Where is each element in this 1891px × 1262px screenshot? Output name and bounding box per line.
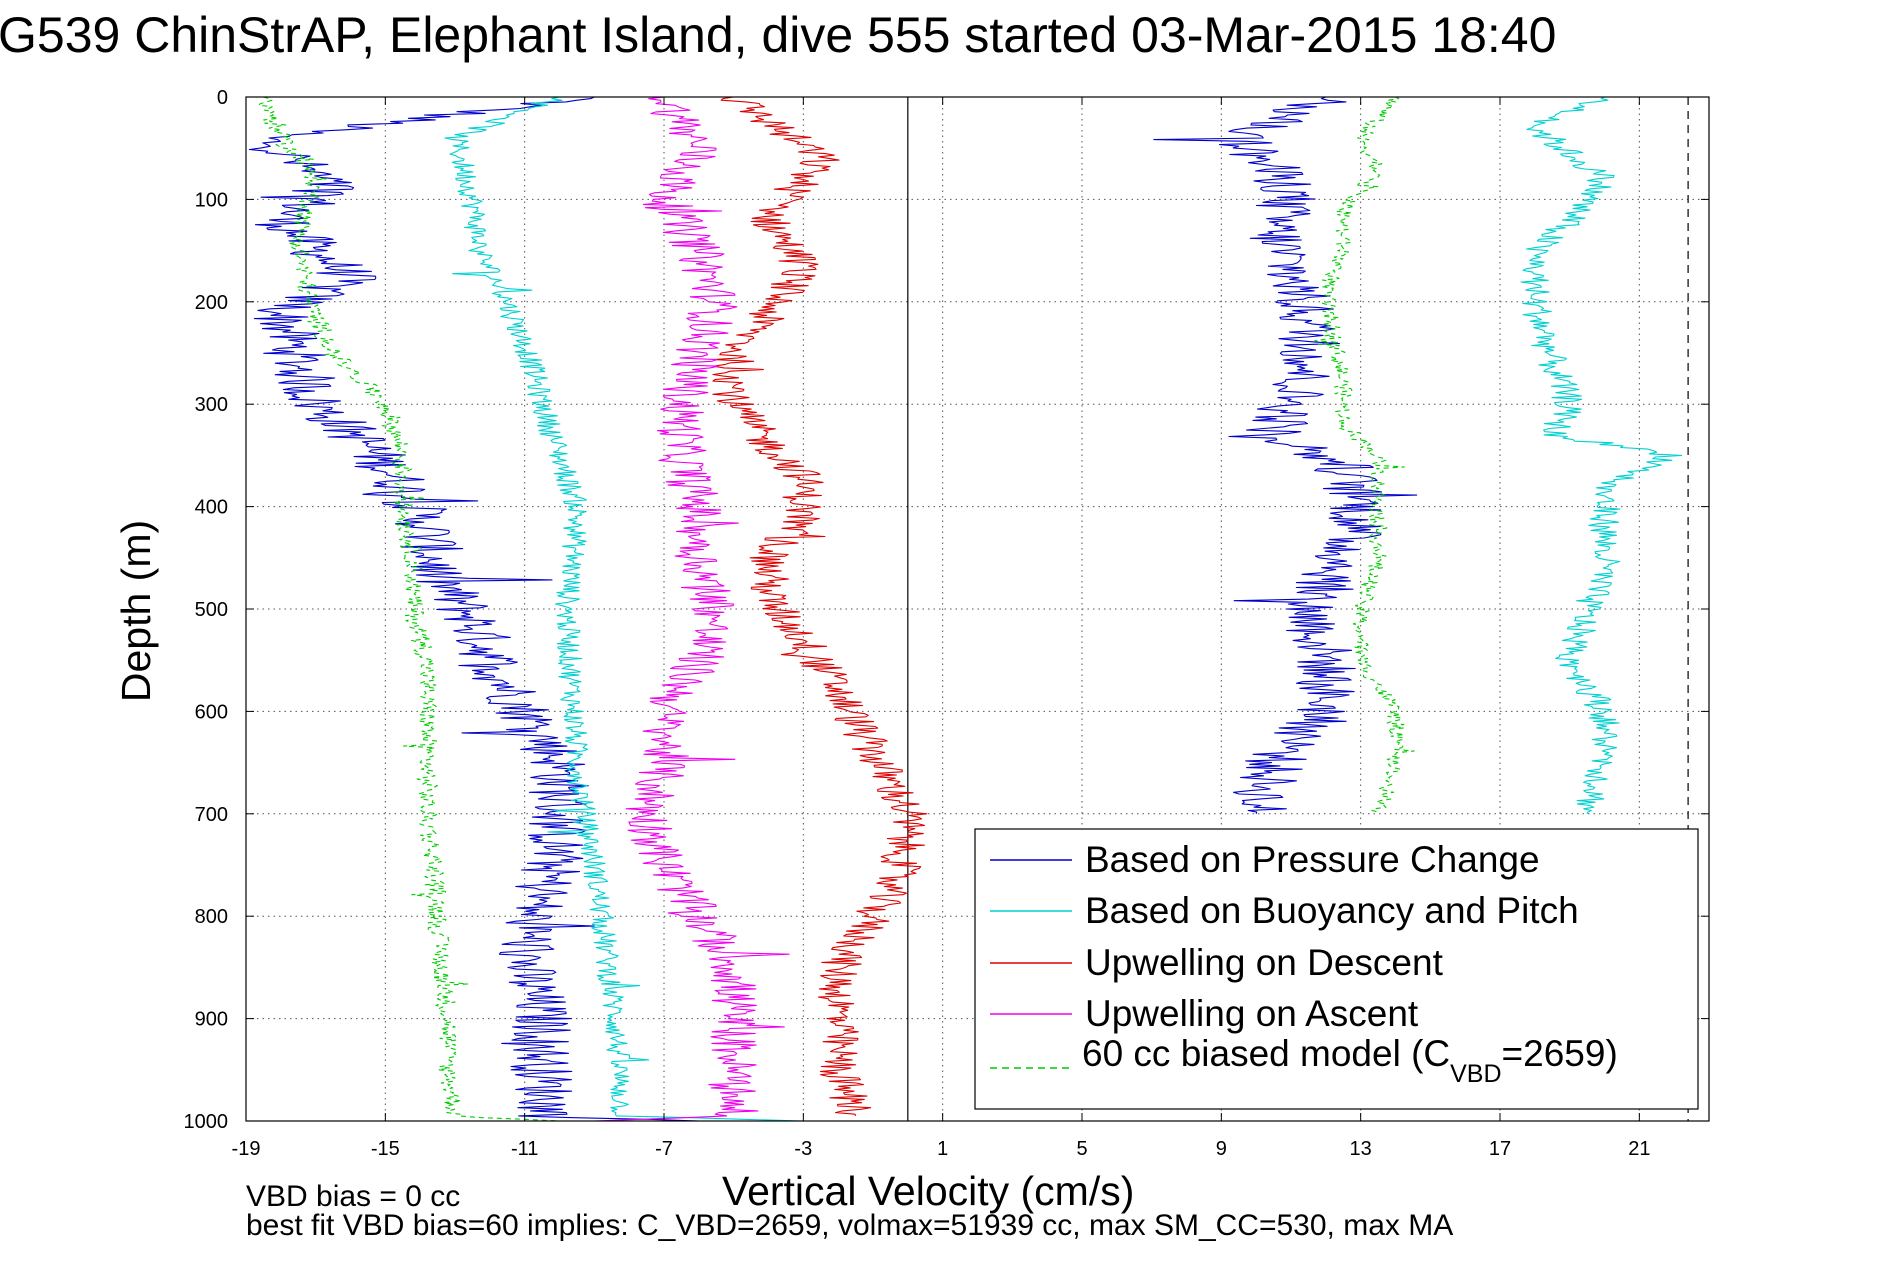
y-tick-label: 300 <box>195 394 228 416</box>
y-tick-label: 800 <box>195 906 228 928</box>
series-line-5 <box>1153 96 1418 814</box>
y-tick-label: 900 <box>195 1009 228 1031</box>
series-line-2 <box>712 96 928 1117</box>
x-tick-label: -19 <box>232 1138 261 1160</box>
series-line-7 <box>1314 96 1415 814</box>
y-tick-label: 1000 <box>184 1111 229 1133</box>
series-line-1 <box>444 96 804 1122</box>
y-tick-label: 700 <box>195 804 228 826</box>
x-tick-label: 1 <box>937 1138 948 1160</box>
legend-label-model-tail: =2659) <box>1502 1033 1618 1074</box>
y-axis-label: Depth (m) <box>113 520 159 702</box>
x-axis-label: Vertical Velocity (cm/s) <box>722 1168 1134 1214</box>
y-tick-label: 600 <box>195 701 228 723</box>
y-ticks: 0 100 200 300 400 500 600 700 800 900 1000 <box>184 87 1709 1133</box>
legend-label-model-main: 60 cc biased model (C <box>1082 1033 1450 1074</box>
x-ticks: -19 -15 -11 -7 -3 1 5 9 13 17 21 <box>232 97 1650 1160</box>
y-tick-label: 100 <box>195 189 228 211</box>
series-line-3 <box>594 96 790 1122</box>
y-tick-label: 0 <box>217 87 228 109</box>
series-line-4 <box>258 96 560 1122</box>
x-tick-label: 17 <box>1489 1138 1511 1160</box>
x-tick-label: 13 <box>1350 1138 1372 1160</box>
x-tick-label: -3 <box>794 1138 812 1160</box>
legend-label-buoyancy: Based on Buoyancy and Pitch <box>1085 890 1579 931</box>
legend-label-model: 60 cc biased model (CVBD=2659) <box>1082 1033 1618 1088</box>
legend-label-descent: Upwelling on Descent <box>1085 942 1444 983</box>
x-tick-label: 21 <box>1628 1138 1650 1160</box>
series-line-6 <box>1520 96 1683 814</box>
x-tick-label: -7 <box>655 1138 673 1160</box>
series-line-0 <box>248 96 699 1122</box>
x-tick-label: 9 <box>1216 1138 1227 1160</box>
x-tick-label: 5 <box>1076 1138 1087 1160</box>
legend-label-pressure: Based on Pressure Change <box>1085 839 1540 880</box>
legend-label-model-sub: VBD <box>1450 1060 1501 1088</box>
y-tick-label: 200 <box>195 292 228 314</box>
series-group <box>248 96 1683 1122</box>
x-tick-label: -15 <box>371 1138 400 1160</box>
note-vbd-bias: VBD bias = 0 cc <box>246 1180 460 1213</box>
legend-box <box>974 828 1699 1110</box>
x-tick-label: -11 <box>511 1138 538 1160</box>
note-best-fit: best fit VBD bias=60 implies: C_VBD=2659… <box>246 1209 1453 1242</box>
legend: Based on Pressure Change Based on Buoyan… <box>974 828 1699 1110</box>
y-tick-label: 500 <box>195 599 228 621</box>
reference-lines <box>907 97 1689 1121</box>
legend-label-ascent: Upwelling on Ascent <box>1085 993 1419 1034</box>
y-tick-label: 400 <box>195 497 228 519</box>
chart-title: G539 ChinStrAP, Elephant Island, dive 55… <box>0 7 1556 63</box>
